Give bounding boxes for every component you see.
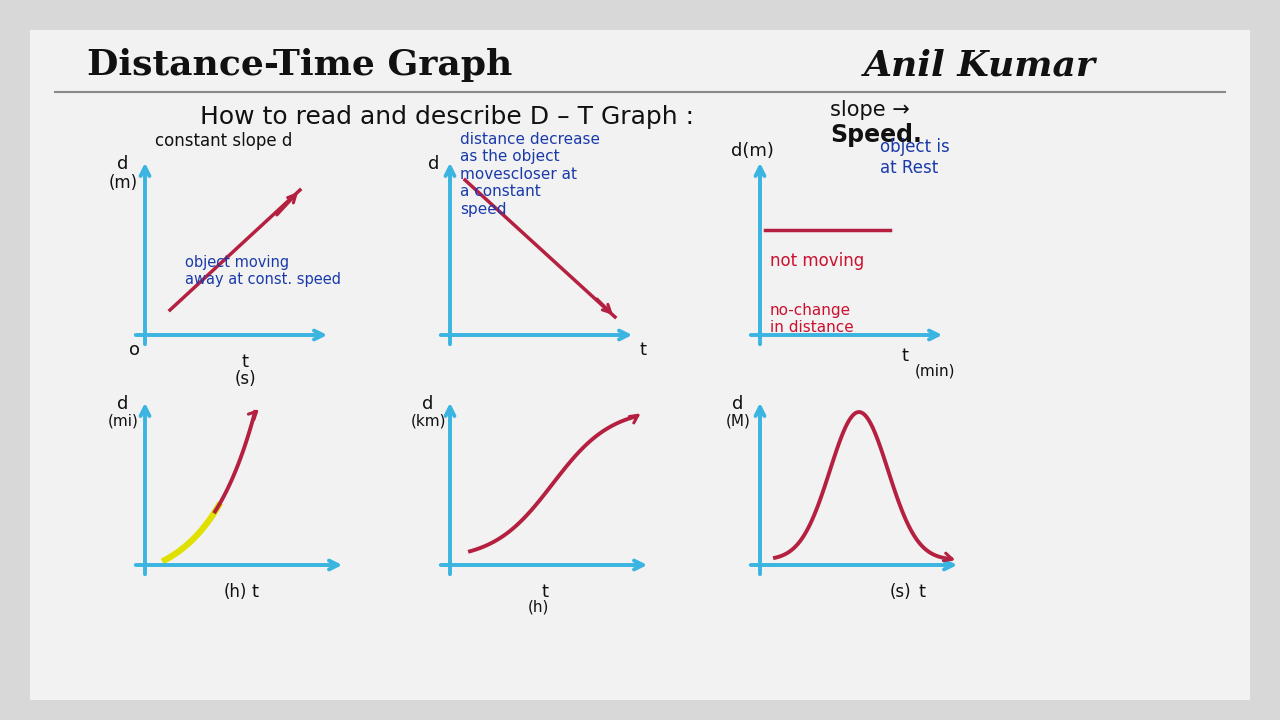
- Text: (h): (h): [223, 583, 247, 601]
- Text: no-change
in distance: no-change in distance: [771, 303, 854, 336]
- Text: d: d: [118, 395, 129, 413]
- Text: t: t: [640, 341, 646, 359]
- Text: d: d: [422, 395, 434, 413]
- Text: (h): (h): [527, 599, 549, 614]
- Text: constant slope d: constant slope d: [155, 132, 292, 150]
- Text: t: t: [242, 353, 248, 371]
- Text: (s): (s): [234, 370, 256, 388]
- Text: t: t: [901, 347, 909, 365]
- Text: t: t: [251, 583, 259, 601]
- Text: Speed.: Speed.: [829, 123, 922, 147]
- Text: o: o: [129, 341, 140, 359]
- Text: (mi): (mi): [108, 414, 138, 429]
- Text: Distance-Time Graph: Distance-Time Graph: [87, 48, 513, 82]
- FancyBboxPatch shape: [29, 30, 1251, 700]
- Text: (m): (m): [109, 174, 137, 192]
- Text: d: d: [118, 155, 129, 173]
- Text: (km): (km): [411, 414, 445, 429]
- Text: Anil Kumar: Anil Kumar: [864, 48, 1096, 82]
- Text: d: d: [429, 155, 440, 173]
- Text: (min): (min): [915, 363, 955, 378]
- Text: object is
at Rest: object is at Rest: [881, 138, 950, 177]
- Text: d: d: [732, 395, 744, 413]
- Text: d(m): d(m): [731, 142, 773, 160]
- Text: distance decrease
as the object
movescloser at
a constant
speed: distance decrease as the object movesclo…: [460, 132, 600, 217]
- Text: t: t: [919, 583, 925, 601]
- Text: How to read and describe D – T Graph :: How to read and describe D – T Graph :: [200, 105, 694, 129]
- Text: (s): (s): [890, 583, 911, 601]
- Text: not moving: not moving: [771, 252, 864, 270]
- Text: (M): (M): [726, 414, 750, 429]
- Text: t: t: [541, 583, 549, 601]
- Text: object moving
away at const. speed: object moving away at const. speed: [186, 255, 340, 287]
- Text: slope →: slope →: [829, 100, 910, 120]
